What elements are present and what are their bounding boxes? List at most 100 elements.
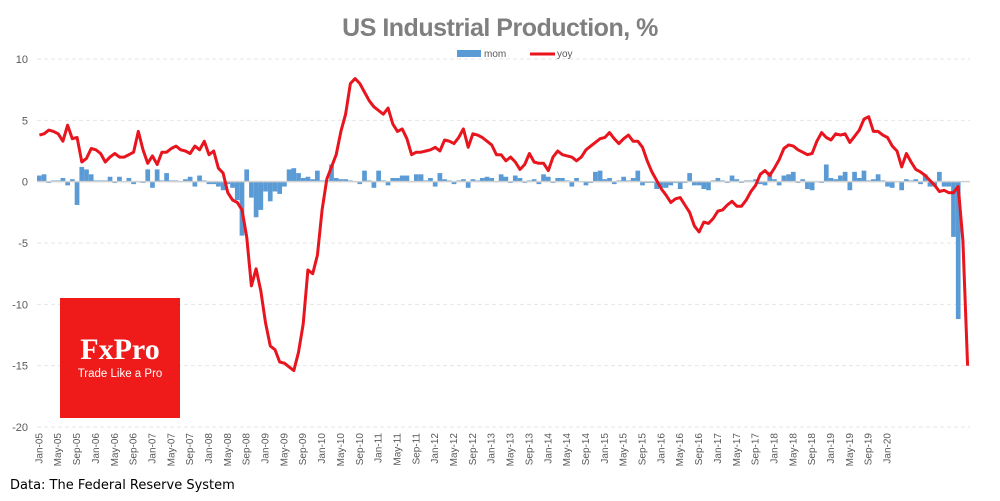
mom-bar <box>465 181 471 188</box>
mom-bar <box>828 177 834 182</box>
mom-bar <box>461 179 466 182</box>
x-tick-label: May-18 <box>788 433 799 467</box>
mom-bar <box>574 177 579 182</box>
y-axis-ticks: 10 5 0 -5 -10 -15 -20 <box>12 54 28 434</box>
mom-bar <box>310 179 316 182</box>
mom-bar <box>37 175 42 182</box>
mom-bars <box>37 164 961 320</box>
x-axis-ticks: Jan-05 May-05 Sep-05 Jan-06 May-06 Sep-06 Jan-… <box>34 433 893 467</box>
x-tick-label: Jan-08 <box>204 433 215 464</box>
logo-brand: FxPro <box>80 333 160 366</box>
mom-bar <box>809 181 815 191</box>
x-tick-label: May-06 <box>110 433 121 467</box>
legend-mom-swatch <box>457 50 481 57</box>
mom-bar <box>687 173 692 182</box>
mom-bar <box>489 177 495 182</box>
mom-bar <box>197 175 202 182</box>
mom-bar <box>413 174 419 182</box>
mom-bar <box>757 181 763 185</box>
mom-bar <box>772 179 777 182</box>
mom-bar <box>569 181 575 187</box>
x-tick-label: May-09 <box>279 433 290 467</box>
mom-bar <box>442 179 447 182</box>
mom-bar <box>145 169 151 182</box>
mom-bar <box>249 181 254 198</box>
x-tick-label: Jan-09 <box>261 433 272 464</box>
mom-bar <box>216 181 221 187</box>
mom-bar <box>715 177 721 182</box>
mom-bar <box>560 177 565 182</box>
mom-bar <box>913 179 919 182</box>
x-tick-label: Jan-20 <box>883 433 894 464</box>
mom-bar <box>329 164 334 182</box>
mom-bar <box>955 181 961 320</box>
mom-bar <box>107 176 113 182</box>
legend-mom-label: mom <box>484 49 506 60</box>
mom-bar <box>253 181 259 218</box>
x-tick-label: May-08 <box>223 433 234 467</box>
y-tick-label: -10 <box>12 299 28 311</box>
mom-bar <box>451 181 457 185</box>
logo-tagline: Trade Like a Pro <box>77 368 163 380</box>
mom-bar <box>220 181 226 191</box>
mom-bar <box>277 181 283 194</box>
mom-bar <box>941 181 947 187</box>
mom-bar <box>805 181 810 190</box>
mom-bar <box>211 181 217 185</box>
mom-bar <box>65 181 70 186</box>
mom-bar <box>315 170 320 182</box>
mom-bar <box>74 181 80 205</box>
mom-bar <box>258 181 264 210</box>
mom-bar <box>484 176 490 182</box>
mom-bar <box>362 170 367 182</box>
yoy-line <box>39 77 970 373</box>
x-tick-label: Jan-14 <box>543 433 554 464</box>
mom-bar <box>583 181 589 186</box>
mom-bar <box>753 179 758 182</box>
mom-bar <box>630 177 636 182</box>
x-tick-label: Jan-17 <box>713 433 724 464</box>
mom-bar <box>946 181 952 187</box>
mom-bar <box>640 181 645 186</box>
source-note: Data: The Federal Reserve System <box>10 478 235 493</box>
mom-bar <box>838 175 843 182</box>
x-tick-label: Sep-12 <box>468 433 479 466</box>
x-tick-label: May-16 <box>675 433 686 467</box>
mom-bar <box>126 177 132 182</box>
mom-bar <box>800 179 806 182</box>
mom-bar <box>234 181 240 201</box>
x-tick-label: Sep-18 <box>807 433 818 466</box>
mom-bar <box>677 181 683 190</box>
mom-bar <box>668 181 674 186</box>
mom-bar <box>635 170 641 182</box>
gridlines <box>37 58 970 428</box>
mom-bar <box>404 175 410 182</box>
x-tick-label: Sep-14 <box>581 433 592 466</box>
x-tick-label: Sep-09 <box>298 433 309 466</box>
x-tick-label: Jan-15 <box>600 433 611 464</box>
mom-bar <box>272 181 278 192</box>
mom-bar <box>79 166 85 182</box>
mom-bar <box>663 181 669 188</box>
mom-bar <box>428 177 433 182</box>
mom-bar <box>536 181 542 185</box>
x-tick-label: May-05 <box>53 433 64 467</box>
legend-yoy-label: yoy <box>557 49 573 60</box>
mom-bar <box>154 169 160 182</box>
mom-bar <box>371 181 377 188</box>
mom-bar <box>131 181 136 185</box>
x-tick-label: Jan-07 <box>147 433 158 464</box>
x-tick-label: Jan-12 <box>430 433 441 464</box>
mom-bar <box>541 174 546 182</box>
mom-bar <box>654 181 659 190</box>
mom-bar <box>833 179 839 182</box>
x-tick-label: Sep-08 <box>242 433 253 466</box>
mom-bar <box>479 177 485 182</box>
x-tick-label: Sep-16 <box>694 433 705 466</box>
x-tick-label: May-13 <box>506 433 517 467</box>
mom-bar <box>555 177 561 182</box>
mom-bar <box>904 179 909 182</box>
mom-bar <box>470 179 476 182</box>
x-tick-label: Sep-07 <box>185 433 196 466</box>
